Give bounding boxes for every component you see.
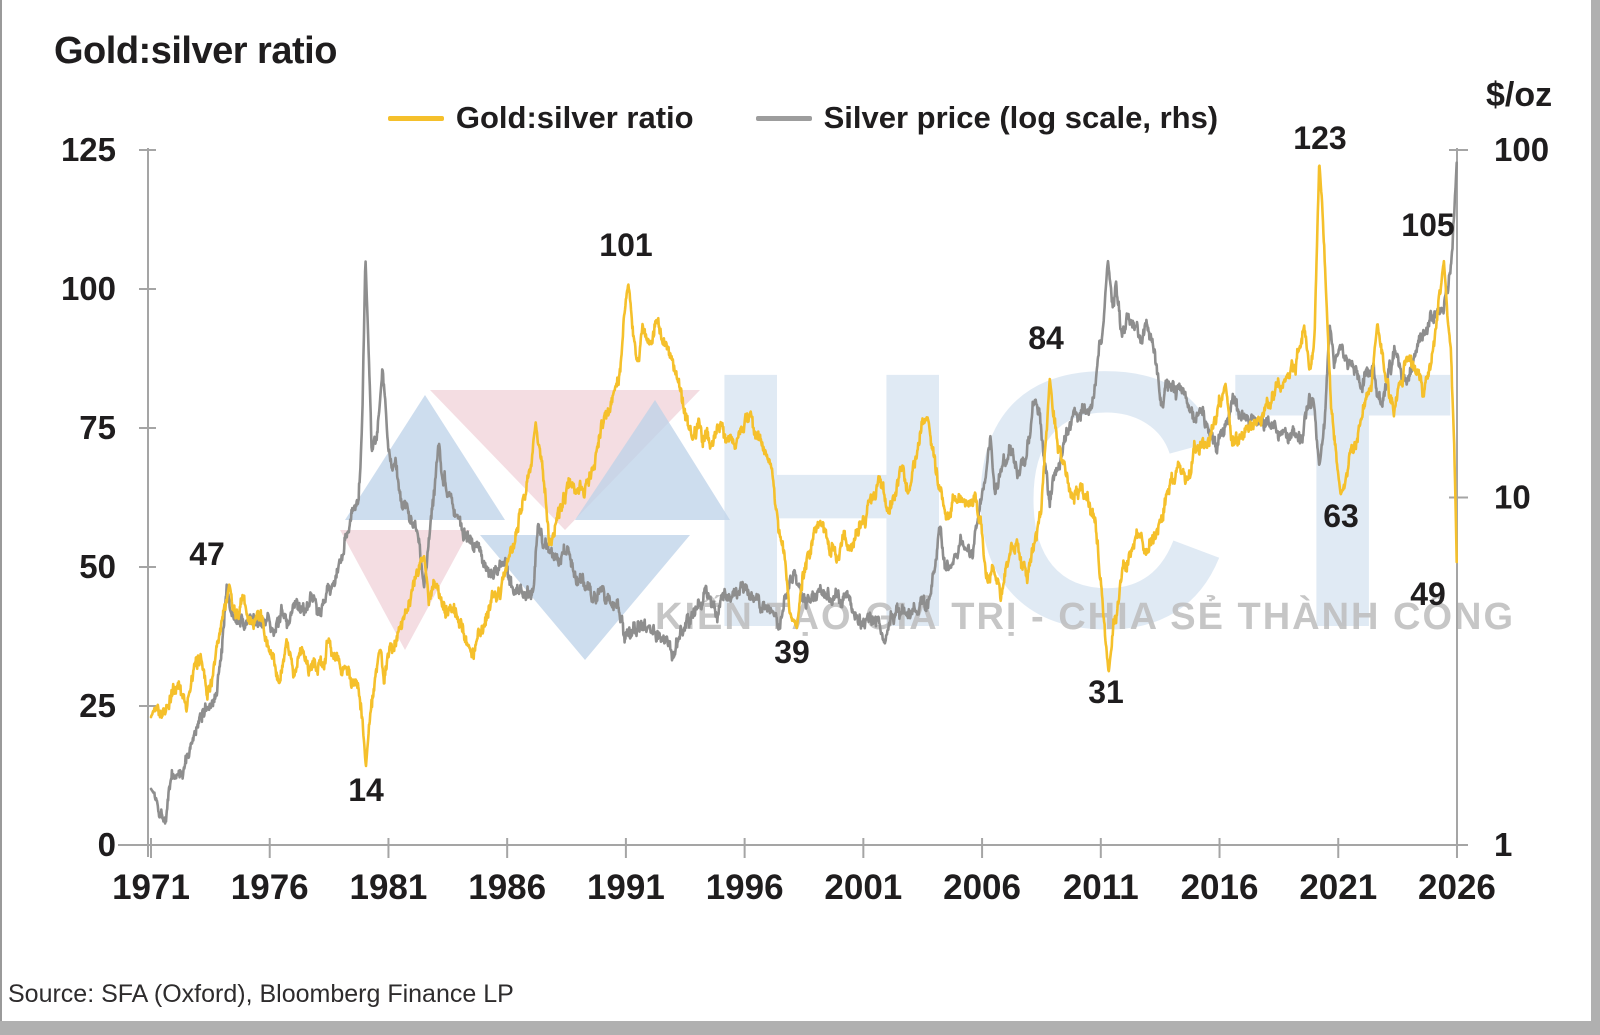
- page-edge-right: [1591, 0, 1600, 1035]
- x-axis-tick-label: 2026: [1418, 868, 1496, 907]
- x-axis-tick-label: 1996: [706, 868, 784, 907]
- left-axis-tick-label: 125: [61, 131, 116, 168]
- page-title: Gold:silver ratio: [54, 30, 337, 72]
- left-axis-tick-label: 100: [61, 270, 116, 307]
- right-axis-title: $/oz: [1486, 76, 1553, 114]
- hct-diamond-logo-icon: [330, 375, 730, 675]
- x-axis-tick-label: 1986: [468, 868, 546, 907]
- extreme-value-annotation: 47: [189, 536, 225, 572]
- right-axis-tick-label: 10: [1494, 479, 1531, 516]
- legend-label-gold-silver-ratio: Gold:silver ratio: [455, 100, 694, 135]
- x-axis-tick-label: 2021: [1299, 868, 1377, 907]
- x-axis-tick-label: 1976: [231, 868, 309, 907]
- legend-item-silver-price: Silver price (log scale, rhs): [755, 100, 1219, 136]
- right-axis-tick-label: 1: [1494, 826, 1512, 863]
- left-axis-tick-label: 50: [79, 548, 116, 585]
- x-axis-tick-label: 1971: [112, 868, 190, 907]
- extreme-value-annotation: 123: [1293, 120, 1346, 156]
- legend-item-gold-silver-ratio: Gold:silver ratio: [387, 100, 694, 136]
- x-axis-tick-label: 2001: [824, 868, 902, 907]
- extreme-value-annotation: 39: [774, 634, 810, 670]
- legend: Gold:silver ratio Silver price (log scal…: [148, 100, 1458, 136]
- gold-ratio-line-swatch: [387, 115, 444, 121]
- x-axis-tick-label: 2016: [1181, 868, 1259, 907]
- page-edge-left: [0, 0, 2, 1021]
- extreme-value-annotation: 31: [1088, 674, 1124, 710]
- hct-watermark-text: HCT: [700, 297, 1457, 704]
- page-edge-bottom: [0, 1021, 1600, 1035]
- legend-label-silver-price: Silver price (log scale, rhs): [823, 100, 1219, 135]
- extreme-value-annotation: 84: [1028, 320, 1064, 356]
- source-note: Source: SFA (Oxford), Bloomberg Finance …: [8, 980, 514, 1008]
- x-axis-tick-label: 2006: [943, 868, 1021, 907]
- right-axis-tick-label: 100: [1494, 131, 1549, 168]
- left-axis-tick-label: 0: [98, 826, 116, 863]
- extreme-value-annotation: 63: [1323, 498, 1359, 534]
- x-axis-tick-label: 2011: [1063, 868, 1139, 907]
- x-axis-tick-label: 1981: [350, 868, 428, 907]
- extreme-value-annotation: 105: [1401, 207, 1454, 243]
- silver-price-line: [149, 161, 1458, 825]
- x-axis-tick-label: 1991: [587, 868, 665, 907]
- extreme-value-annotation: 14: [348, 772, 384, 808]
- gold-silver-ratio-line: [149, 164, 1458, 768]
- silver-price-line-swatch: [755, 115, 812, 121]
- extreme-value-annotation: 101: [599, 227, 652, 263]
- left-axis-tick-label: 75: [79, 409, 116, 446]
- left-axis-tick-label: 25: [79, 687, 116, 724]
- extreme-value-annotation: 49: [1410, 576, 1446, 612]
